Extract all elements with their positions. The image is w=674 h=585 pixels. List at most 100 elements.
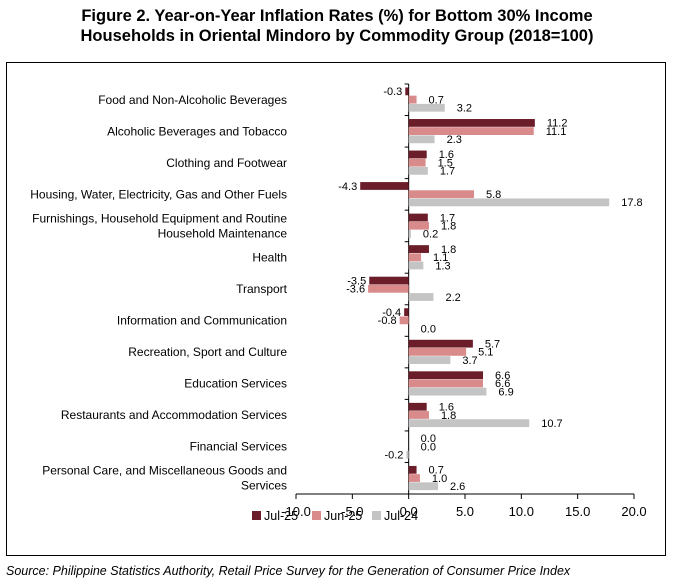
- bar-jul-24: [408, 293, 434, 301]
- data-label: 6.9: [498, 386, 513, 398]
- category-label: Alcoholic Beverages and Tobacco: [107, 124, 287, 138]
- category-label: Financial Services: [190, 440, 287, 454]
- data-label: 1.0: [432, 473, 447, 485]
- bar-jul-24: [408, 261, 424, 270]
- source-note: Source: Philippine Statistics Authority,…: [6, 564, 571, 578]
- category-label: Housing, Water, Electricity, Gas and Oth…: [30, 187, 287, 201]
- bar-jul-25: [408, 119, 535, 127]
- data-label: 0.0: [421, 433, 436, 445]
- bar-jul-24: [408, 419, 530, 428]
- bar-jun-25: [408, 474, 420, 482]
- bar-jun-25: [408, 253, 422, 262]
- chart-title: Figure 2. Year-on-Year Inflation Rates (…: [0, 6, 674, 46]
- data-label: 0.0: [421, 441, 436, 453]
- legend-label: Jul-24: [384, 509, 418, 523]
- category-label: Personal Care, and Miscellaneous Goods a…: [42, 464, 287, 478]
- chart-title-line-2: Households in Oriental Mindoro by Commod…: [80, 27, 594, 45]
- category-label: Recreation, Sport and Culture: [128, 345, 287, 359]
- bar-jul-25: [408, 339, 473, 348]
- bar-jun-25: [408, 127, 534, 136]
- data-label: 1.6: [439, 402, 454, 414]
- legend-swatch-jul-24: [372, 511, 381, 520]
- bar-jul-24: [406, 450, 409, 459]
- bar-jul-24: [408, 103, 445, 112]
- data-label: 0.7: [429, 465, 444, 477]
- data-label: 1.8: [441, 221, 456, 233]
- x-tick-label: 20.0: [621, 504, 646, 519]
- data-label: -0.4: [382, 307, 401, 319]
- bar-jun-25: [408, 158, 426, 167]
- data-label: 1.5: [438, 157, 453, 169]
- data-label: 6.6: [495, 378, 510, 390]
- data-label: 1.6: [439, 149, 454, 161]
- data-label: 0.2: [423, 229, 438, 241]
- bar-jul-25: [369, 276, 409, 285]
- data-label: -4.3: [338, 181, 357, 193]
- data-label: 3.7: [462, 355, 477, 367]
- data-label: 10.7: [541, 418, 562, 430]
- data-label: -0.2: [384, 449, 403, 461]
- data-label: -3.5: [347, 275, 366, 287]
- bar-jul-24: [408, 198, 610, 207]
- data-label: 2.6: [450, 481, 465, 493]
- bar-jun-25: [408, 221, 429, 230]
- data-label: 0.7: [429, 94, 444, 106]
- legend-label: Jul-25: [264, 509, 298, 523]
- x-tick-label: 0.0: [400, 504, 418, 519]
- data-label: 6.6: [495, 370, 510, 382]
- data-label: 2.2: [445, 292, 460, 304]
- bar-jul-25: [408, 150, 427, 159]
- x-tick-label: 15.0: [565, 504, 590, 519]
- bar-jun-25: [408, 190, 475, 199]
- category-label: Health: [252, 250, 287, 264]
- category-label: Clothing and Footwear: [166, 156, 287, 170]
- data-label: 1.3: [435, 260, 450, 272]
- data-label: 1.7: [440, 212, 455, 224]
- category-label: Education Services: [184, 377, 287, 391]
- x-tick-label: 5.0: [456, 504, 474, 519]
- bar-jul-24: [408, 387, 487, 396]
- data-label: 11.2: [547, 118, 568, 130]
- bar-jun-25: [368, 284, 409, 293]
- bar-jul-24: [408, 482, 438, 491]
- legend-label: Jun-25: [324, 509, 362, 523]
- data-label: 5.8: [486, 189, 501, 201]
- bar-jun-25: [408, 347, 467, 356]
- category-label: Furnishings, Household Equipment and Rou…: [32, 211, 287, 225]
- x-tick-label: -5.0: [341, 504, 363, 519]
- bar-jul-25: [405, 87, 409, 96]
- chart-title-line-1: Figure 2. Year-on-Year Inflation Rates (…: [81, 7, 593, 25]
- data-label: 1.1: [433, 252, 448, 264]
- data-label: 0.0: [421, 323, 436, 335]
- data-label: 2.3: [447, 134, 462, 146]
- category-label: Services: [241, 479, 287, 493]
- bar-jul-25: [408, 213, 428, 222]
- data-label: 1.7: [440, 166, 455, 178]
- bar-jul-24: [408, 356, 451, 364]
- bar-jul-25: [408, 402, 427, 411]
- bar-jul-24: [408, 230, 411, 238]
- bar-jul-25: [404, 308, 409, 317]
- bar-jun-25: [408, 411, 429, 419]
- legend-swatch-jul-25: [252, 511, 261, 520]
- data-label: 3.2: [457, 103, 472, 115]
- bar-jul-25: [408, 465, 417, 474]
- bar-jul-25: [360, 182, 409, 190]
- data-label: -3.6: [346, 284, 365, 296]
- bar-jul-25: [408, 371, 484, 380]
- category-label: Transport: [236, 282, 288, 296]
- bar-jul-24: [408, 166, 428, 175]
- data-label: 1.8: [441, 410, 456, 422]
- bar-jul-24: [408, 135, 435, 144]
- data-label: -0.8: [378, 315, 397, 327]
- category-label: Household Maintenance: [158, 226, 288, 240]
- data-label: 17.8: [621, 197, 642, 209]
- bar-jul-25: [408, 245, 429, 253]
- data-label: 5.7: [485, 338, 500, 350]
- category-label: Food and Non-Alcoholic Beverages: [98, 93, 287, 107]
- x-tick-label: 10.0: [509, 504, 534, 519]
- bar-jun-25: [399, 316, 409, 325]
- data-label: -0.3: [383, 86, 402, 98]
- data-label: 11.1: [546, 126, 567, 138]
